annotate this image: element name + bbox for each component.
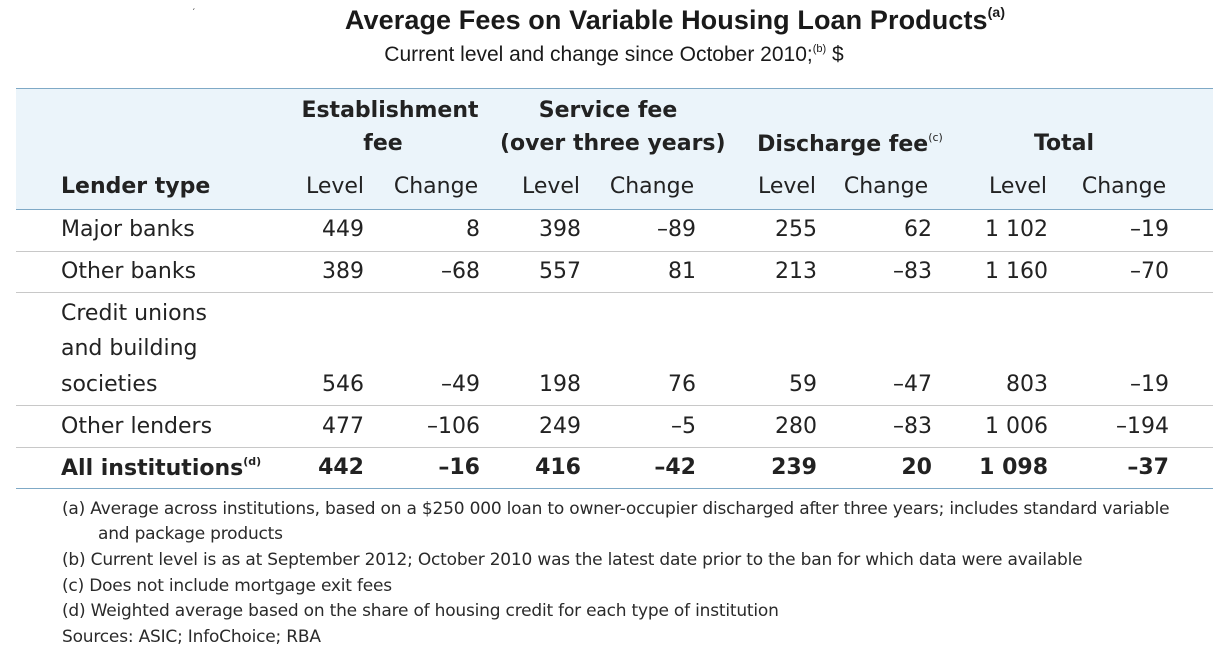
table-bottom-rule (16, 488, 1213, 489)
cell-other-banks-svc-level: 557 (539, 259, 581, 284)
row-divider (16, 405, 1213, 406)
row-label-other-banks: Other banks (61, 259, 197, 284)
header-level-1: Level (305, 174, 365, 199)
header-discharge-label: Discharge fee (757, 132, 929, 157)
cell-other-banks-dis-change: –83 (893, 259, 932, 284)
row-label-credit-unions-line3: societies (61, 372, 158, 397)
header-level-4: Level (988, 174, 1048, 199)
cell-all-tot-change: –37 (1127, 455, 1169, 480)
row-label-credit-unions-line1: Credit unions (61, 301, 208, 326)
sources-note: Sources: ASIC; InfoChoice; RBA (62, 627, 321, 647)
cell-all-dis-change: 20 (901, 455, 932, 480)
cell-major-banks-dis-change: 62 (904, 217, 932, 242)
cell-other-lenders-tot-change: –194 (1116, 414, 1169, 439)
cell-other-lenders-svc-level: 249 (539, 414, 581, 439)
header-change-1: Change (393, 174, 479, 199)
cell-major-banks-est-level: 449 (322, 217, 364, 242)
cell-credit-unions-est-level: 546 (322, 372, 364, 397)
page-title: Average Fees on Variable Housing Loan Pr… (0, 4, 1222, 36)
row-label-credit-unions-line2: and building (61, 336, 198, 361)
cell-major-banks-tot-change: –19 (1130, 217, 1169, 242)
header-discharge: Discharge fee(c) (750, 131, 950, 157)
cell-all-dis-level: 239 (771, 455, 817, 480)
cell-all-svc-change: –42 (654, 455, 696, 480)
cell-major-banks-tot-level: 1 102 (985, 217, 1048, 242)
stray-mark: ˊ (192, 8, 196, 19)
cell-credit-unions-dis-change: –47 (893, 372, 932, 397)
header-level-3: Level (757, 174, 817, 199)
table-header-band (16, 88, 1213, 210)
header-level-2: Level (521, 174, 581, 199)
title-text: Average Fees on Variable Housing Loan Pr… (344, 5, 988, 35)
cell-major-banks-dis-level: 255 (775, 217, 817, 242)
header-establishment-line2: fee (363, 131, 403, 156)
all-institutions-note: (d) (243, 455, 262, 468)
cell-credit-unions-tot-level: 803 (1006, 372, 1048, 397)
row-divider (16, 292, 1213, 293)
cell-other-lenders-dis-change: –83 (893, 414, 932, 439)
footnote-a: (a) Average across institutions, based o… (62, 499, 1170, 519)
header-service-line1: Service fee (538, 98, 678, 123)
cell-credit-unions-svc-level: 198 (539, 372, 581, 397)
cell-other-banks-tot-change: –70 (1130, 259, 1169, 284)
page-subtitle: Current level and change since October 2… (0, 43, 1222, 67)
cell-credit-unions-svc-change: 76 (668, 372, 696, 397)
header-lender-type: Lender type (61, 174, 211, 199)
row-divider (16, 447, 1213, 448)
header-discharge-note: (c) (928, 131, 943, 144)
cell-other-banks-svc-change: 81 (668, 259, 696, 284)
header-change-3: Change (843, 174, 929, 199)
title-note: (a) (987, 4, 1006, 20)
footnote-c: (c) Does not include mortgage exit fees (62, 576, 392, 596)
cell-credit-unions-est-change: –49 (441, 372, 480, 397)
cell-other-banks-est-change: –68 (441, 259, 480, 284)
cell-credit-unions-tot-change: –19 (1130, 372, 1169, 397)
footnote-d: (d) Weighted average based on the share … (62, 601, 779, 621)
row-divider (16, 251, 1213, 252)
header-change-2: Change (609, 174, 695, 199)
subtitle-unit: $ (826, 43, 844, 66)
subtitle-text: Current level and change since October 2… (384, 43, 813, 66)
cell-all-tot-level: 1 098 (979, 455, 1048, 480)
cell-other-banks-est-level: 389 (322, 259, 364, 284)
header-total: Total (1033, 131, 1095, 156)
cell-all-est-change: –16 (438, 455, 480, 480)
cell-all-est-level: 442 (318, 455, 364, 480)
header-service-line2: (over three years) (500, 131, 726, 156)
cell-other-lenders-est-change: –106 (427, 414, 480, 439)
cell-major-banks-est-change: 8 (466, 217, 480, 242)
cell-other-lenders-dis-level: 280 (775, 414, 817, 439)
footnote-a-continued: and package products (98, 524, 283, 544)
row-label-other-lenders: Other lenders (61, 414, 213, 439)
row-label-all-institutions: All institutions(d) (61, 455, 261, 481)
cell-all-svc-level: 416 (535, 455, 581, 480)
header-establishment-line1: Establishment (301, 98, 479, 123)
cell-other-banks-tot-level: 1 160 (985, 259, 1048, 284)
cell-major-banks-svc-change: –89 (657, 217, 696, 242)
all-institutions-label: All institutions (61, 456, 244, 481)
row-label-major-banks: Major banks (61, 217, 195, 242)
cell-other-lenders-est-level: 477 (322, 414, 364, 439)
cell-other-banks-dis-level: 213 (775, 259, 817, 284)
subtitle-note: (b) (812, 43, 827, 55)
cell-other-lenders-tot-level: 1 006 (985, 414, 1048, 439)
cell-major-banks-svc-level: 398 (539, 217, 581, 242)
footnote-b: (b) Current level is as at September 201… (62, 550, 1083, 570)
cell-other-lenders-svc-change: –5 (671, 414, 696, 439)
cell-credit-unions-dis-level: 59 (789, 372, 817, 397)
header-change-4: Change (1081, 174, 1167, 199)
